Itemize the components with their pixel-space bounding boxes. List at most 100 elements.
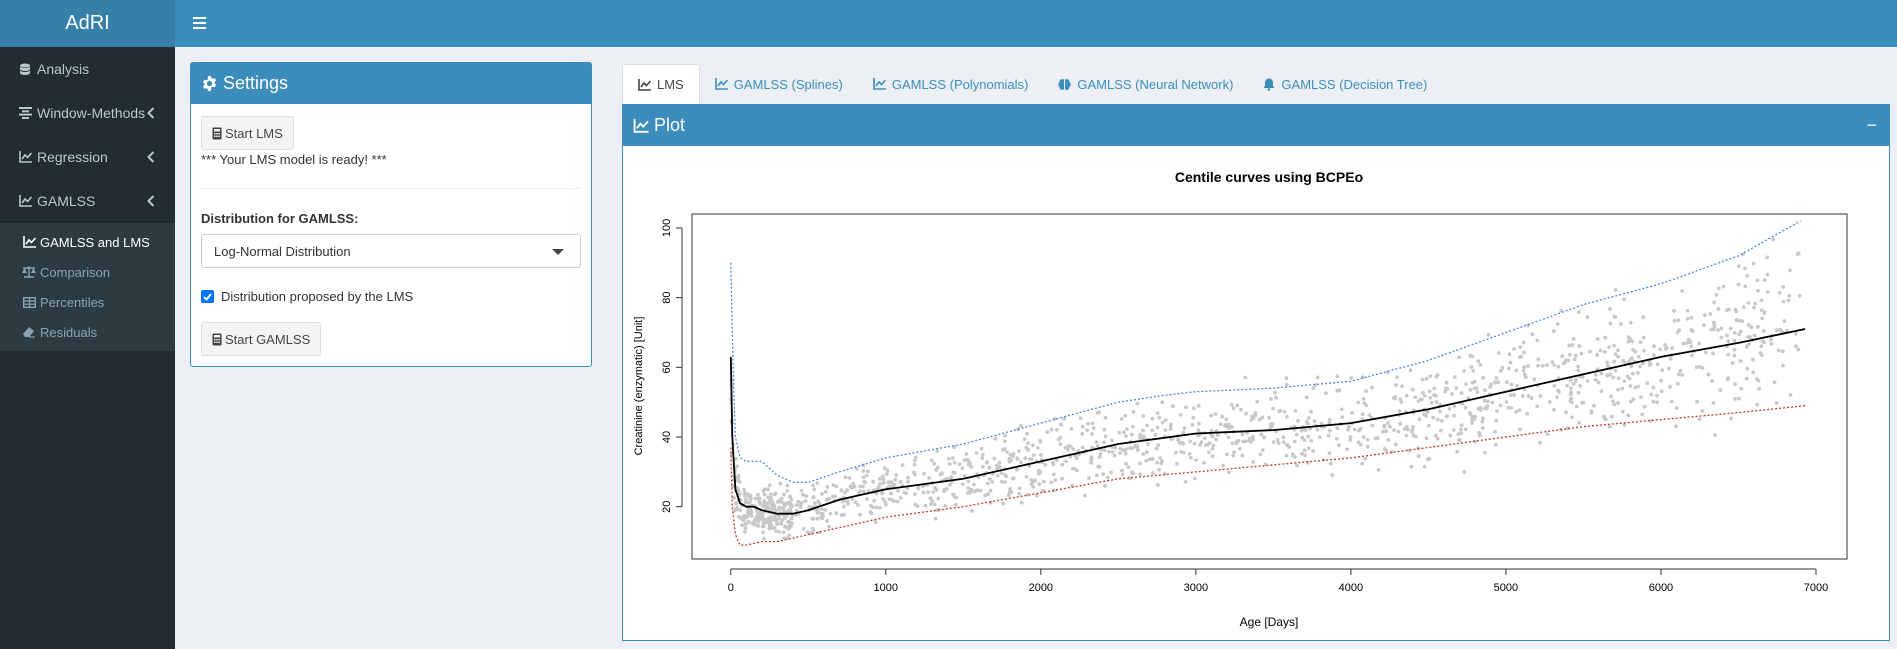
data-point [856,503,860,507]
data-point [934,487,939,492]
data-point [1631,397,1636,402]
data-point [1192,476,1197,481]
data-point [1719,326,1724,331]
data-point [1443,389,1448,394]
data-point [1447,406,1452,411]
sidebar-item-window-methods[interactable]: Window-Methods [0,91,175,135]
data-point [1781,349,1785,354]
sidebar-subitem-residuals[interactable]: Residuals [0,317,175,347]
data-point [1420,377,1425,382]
data-point [1416,454,1421,458]
data-point [1774,328,1779,333]
data-point [1249,418,1254,422]
data-point [1509,382,1514,387]
data-point [1367,413,1372,417]
data-point [1422,393,1427,398]
data-point [813,501,817,506]
sidebar-toggle-icon[interactable] [189,12,209,34]
start-gamlss-button[interactable]: Start GAMLSS [201,322,322,356]
data-point [785,501,790,505]
data-point [1500,366,1505,370]
data-point [1797,293,1802,298]
tab-gamlss-decision-tree[interactable]: GAMLSS (Decision Tree) [1248,64,1442,104]
distribution-select[interactable]: Log-Normal Distribution [201,234,581,268]
data-point [786,508,791,513]
sidebar-subitem-gamlss-and-lms[interactable]: GAMLSS and LMS [0,227,175,257]
data-point [1110,438,1114,443]
data-point [1486,332,1491,337]
data-point [1737,396,1741,401]
data-point [1126,465,1131,470]
start-lms-button[interactable]: Start LMS [201,116,294,150]
data-point [782,492,786,497]
data-point [947,462,952,466]
tab-gamlss-splines[interactable]: GAMLSS (Splines) [700,64,858,104]
data-point [743,522,748,526]
data-point [1726,352,1731,357]
data-point [1300,451,1304,456]
data-point [1267,416,1271,420]
data-point [1098,452,1103,456]
data-point [1481,416,1485,421]
sidebar-subitem-percentiles[interactable]: Percentiles [0,287,175,317]
data-point [1641,335,1646,340]
data-point [1017,449,1021,453]
data-point [893,477,898,482]
data-point [1451,428,1456,432]
data-point [1248,440,1253,444]
data-point [1299,428,1304,433]
data-point [1319,421,1324,426]
data-point [774,529,778,533]
tab-gamlss-neural-network[interactable]: GAMLSS (Neural Network) [1043,64,1248,104]
data-point [1271,440,1276,445]
data-point [1113,445,1118,450]
data-point [1022,437,1027,442]
sidebar-item-regression[interactable]: Regression [0,135,175,179]
data-point [1428,374,1433,378]
data-point [1026,447,1030,452]
tab-lms[interactable]: LMS [622,64,700,104]
data-point [1788,268,1792,273]
data-point [1136,448,1140,453]
data-point [1788,393,1793,397]
sidebar-item-analysis[interactable]: Analysis [0,47,175,91]
data-point [1129,432,1134,437]
data-point [1794,331,1798,336]
data-point [1733,382,1737,386]
data-point [1574,404,1579,409]
data-point [1011,476,1016,481]
data-point [774,519,779,523]
distribution-select-value: Log-Normal Distribution [214,243,351,259]
data-point [1054,428,1059,432]
data-point [1087,476,1091,481]
data-point [1733,307,1738,312]
data-point [1302,448,1307,453]
model-tabs: LMS GAMLSS (Splines) GAMLSS (Polynomials… [622,64,1897,104]
data-point [1434,394,1438,398]
data-point [1224,417,1229,422]
sidebar-subitem-comparison[interactable]: Comparison [0,257,175,287]
data-point [1605,364,1610,368]
collapse-minus-icon[interactable]: − [1866,115,1877,135]
data-point [1174,450,1178,455]
data-point [1518,345,1523,350]
data-point [927,476,931,480]
data-point [1384,429,1389,434]
sidebar-item-gamlss[interactable]: GAMLSS [0,179,175,223]
data-point [1424,414,1428,418]
checkbox-checked-icon[interactable] [201,290,214,303]
app-logo[interactable]: AdRI [0,0,175,47]
tab-gamlss-polynomials[interactable]: GAMLSS (Polynomials) [858,64,1044,104]
data-point [1786,298,1791,303]
data-point [755,514,759,519]
data-point [1760,353,1764,357]
data-point [1750,357,1755,362]
data-point [1428,396,1433,400]
data-point [757,510,762,515]
lms-distribution-checkbox[interactable]: Distribution proposed by the LMS [201,289,413,304]
tab-label: GAMLSS (Polynomials) [891,76,1029,92]
chevron-left-icon [147,106,155,122]
data-point [1712,300,1716,305]
data-point [789,497,794,502]
data-point [1001,447,1005,452]
